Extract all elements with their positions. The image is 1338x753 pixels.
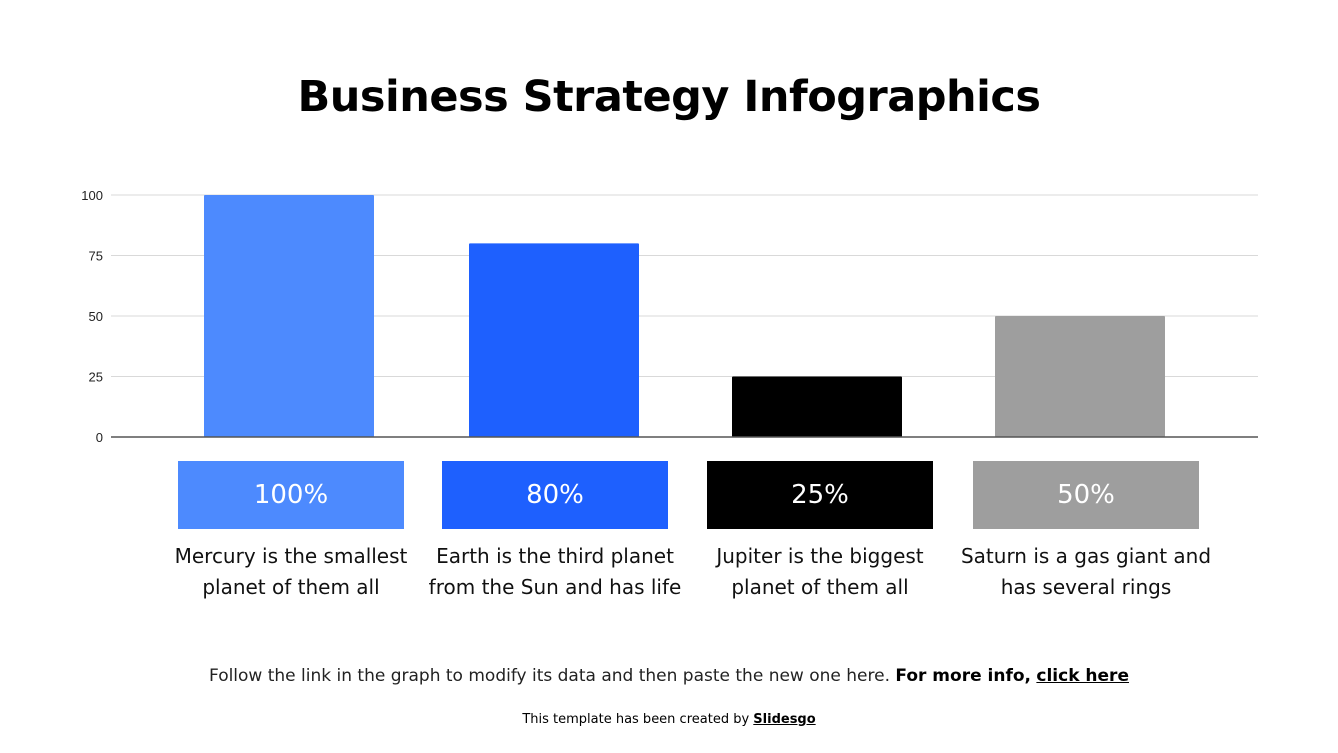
desc-earth: Earth is the third planet from the Sun a… [428,544,682,599]
y-tick-label: 25 [89,370,103,385]
value-box-saturn: 50% [973,461,1199,529]
desc-mercury: Mercury is the smallest planet of them a… [174,544,408,599]
credit: This template has been created by Slides… [0,712,1338,727]
slidesgo-link[interactable]: Slidesgo [753,712,816,727]
bar-jupiter [732,376,902,437]
desc-jupiter: Jupiter is the biggest planet of them al… [716,544,924,599]
y-tick-label: 0 [96,430,103,445]
value-box-jupiter: 25% [707,461,933,529]
desc-saturn: Saturn is a gas giant and has several ri… [960,544,1212,599]
footer-note: Follow the link in the graph to modify i… [0,666,1338,686]
value-box-mercury: 100% [178,461,404,529]
y-tick-label: 100 [81,188,103,203]
footer-text: Follow the link in the graph to modify i… [209,666,890,686]
click-here-link[interactable]: click here [1036,666,1129,686]
credit-text: This template has been created by [522,712,750,727]
value-box-earth: 80% [442,461,668,529]
footer-bold: For more info, [895,666,1031,686]
bar-earth [469,243,639,437]
y-tick-label: 50 [89,309,103,324]
bar-saturn [995,316,1165,437]
bar-chart[interactable]: 0 25 50 75 100 [0,0,1338,460]
y-tick-label: 75 [89,249,103,264]
bar-mercury [204,195,374,437]
slide-title: Business Strategy Infographics [297,72,1041,122]
